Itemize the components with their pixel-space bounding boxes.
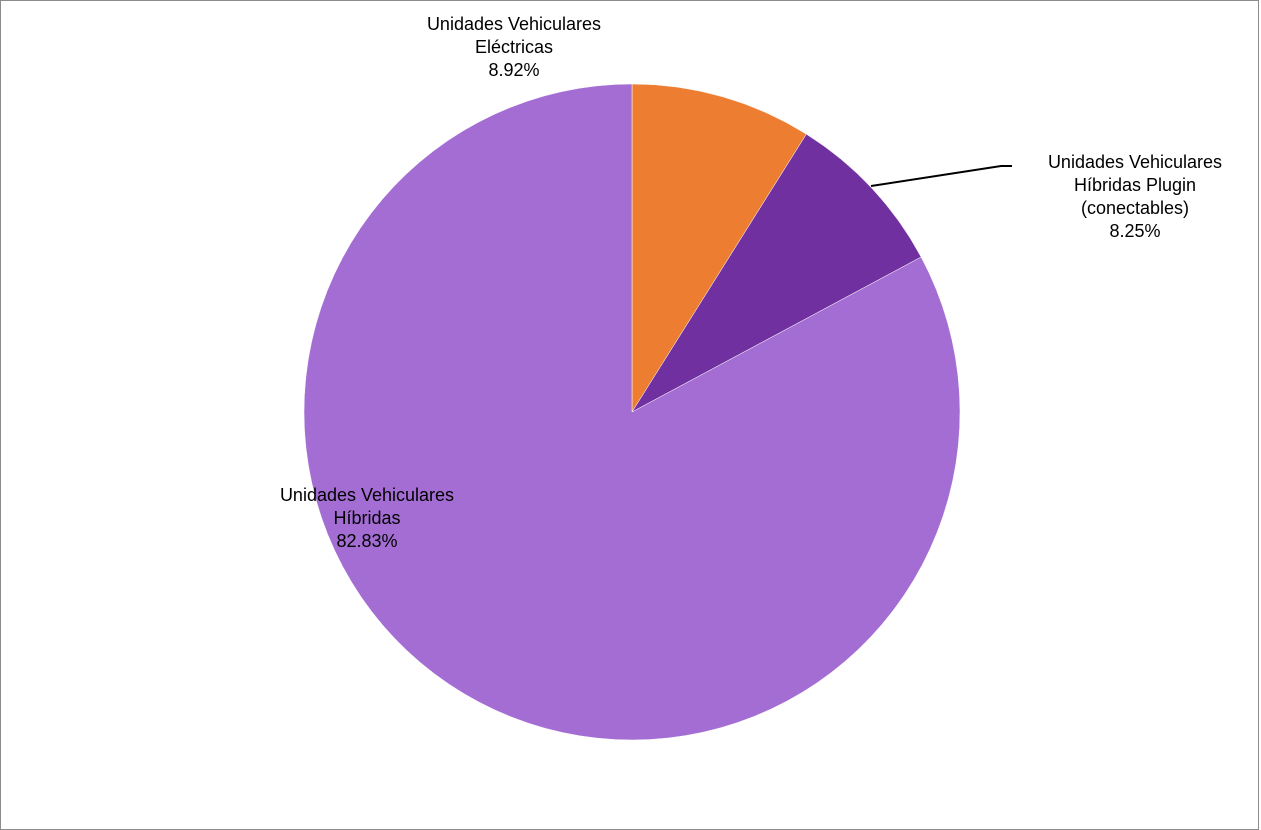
data-label-plugin-line3: (conectables) xyxy=(1080,198,1190,218)
data-label-plugin: Unidades Vehiculares Híbridas Plugin (co… xyxy=(1012,151,1258,243)
data-label-plugin-line2: Híbridas Plugin xyxy=(1073,175,1197,195)
pie-slice-hibridas xyxy=(303,83,961,741)
leader-line-plugin xyxy=(870,165,1012,187)
data-label-hibridas-line1: Unidades Vehiculares xyxy=(279,485,455,505)
pie-slice-plugin xyxy=(631,133,922,413)
data-label-hibridas-value: 82.83% xyxy=(336,531,398,551)
data-label-electricas-line1: Unidades Vehiculares xyxy=(426,14,602,34)
data-label-electricas-line2: Eléctricas xyxy=(474,37,554,57)
data-label-electricas-value: 8.92% xyxy=(488,60,540,80)
data-label-plugin-value: 8.25% xyxy=(1109,221,1161,241)
data-label-plugin-line1: Unidades Vehiculares xyxy=(1047,152,1223,172)
pie-slice-electricas xyxy=(631,83,807,413)
data-label-hibridas: Unidades Vehiculares Híbridas 82.83% xyxy=(247,484,487,553)
data-label-electricas: Unidades Vehiculares Eléctricas 8.92% xyxy=(394,13,634,82)
data-label-hibridas-line2: Híbridas xyxy=(333,508,401,528)
